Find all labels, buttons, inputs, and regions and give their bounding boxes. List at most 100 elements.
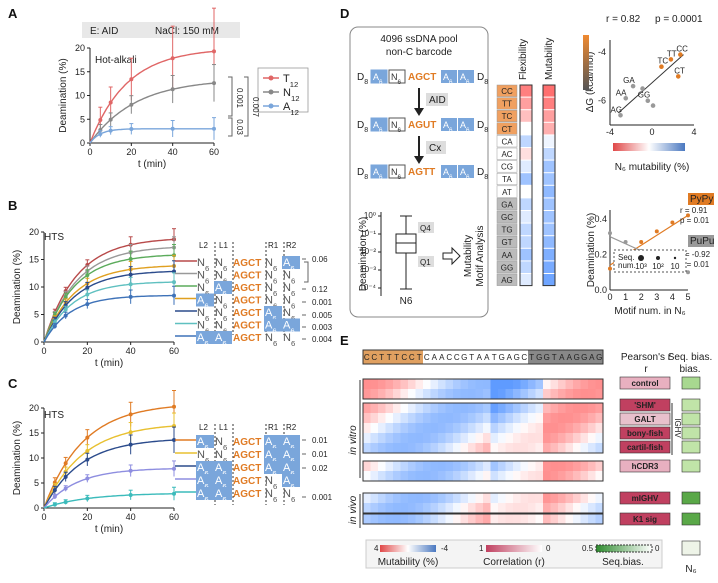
panel-d-scatter2-ytick: 0.2 [594,249,607,259]
panel-e-control-heat-cell [505,379,513,389]
panel-a-series-0-point [129,77,134,82]
panel-e-migHv-heat-cell [505,493,513,503]
panel-c-series-0-point [172,404,176,409]
panel-b-xtick-label: 20 [82,346,92,356]
panel-e-control-heat-cell [573,379,581,389]
panel-d-seq3-d8-right: D8 [477,167,488,181]
panel-d-flex-cell [520,148,532,160]
panel-e-migHv-heat-cell [370,503,378,513]
panel-e-ighv-heat-cell [363,443,371,453]
panel-c-row-a-box [282,448,300,461]
panel-e-hcdr3-heat-cell [468,461,476,471]
panel-d-seq1-d8-left: D8 [357,72,368,86]
panel-d-dinuc-label: CA [501,137,513,146]
panel-e-row-label-box [619,459,671,473]
panel-d-scatter1-ytick: -4 [598,47,606,57]
panel-e-ighv-heat-cell [438,433,446,443]
panel-e-control-heat-cell [430,379,438,389]
panel-b-row-token: N6 [283,307,295,323]
panel-b-row-token: N6 [215,295,227,311]
panel-d-seq3-block-label-right: A6 [460,167,470,181]
panel-d-dinuc-label: AT [502,188,512,197]
panel-d-mut-border [542,84,556,287]
panel-e-control-heat-cell [558,389,566,399]
panel-e-seq-letter: A [589,353,595,362]
panel-e-ighv-heat-cell [475,403,483,413]
panel-e-ighv-heat-cell [385,423,393,433]
panel-e-migHv-heat-cell [580,493,588,503]
panel-d-scatter1-point-label: GG [638,91,650,100]
panel-d-arrowhead-2 [414,156,424,164]
panel-e-ighv-heat-cell [378,443,386,453]
panel-c-row-token: N6 [265,475,277,491]
panel-b-row-token: N6 [283,270,295,286]
panel-e-control-heat-cell [370,389,378,399]
panel-c-region-label: R2 [286,423,297,432]
panel-e-control-heat-cell [438,379,446,389]
panel-b-series-5-point [128,282,133,287]
panel-e-hcdr3-heat-cell [363,471,371,481]
panel-e-seq-cell [528,350,536,364]
panel-b-series-5-point [172,280,176,285]
panel-e-control-heat-cell [565,379,573,389]
panel-c-pval: 0.01 [312,436,328,445]
panel-e-seq-legend-label: Seq.bias. [602,557,644,568]
panel-d-q4-label: Q4 [420,224,431,233]
panel-e-ighv-heat-cell [490,403,498,413]
panel-a-ytick-label: 5 [80,114,85,124]
panel-b-series-2-point [128,257,133,262]
panel-e-migHv-heat-cell [550,493,558,503]
panel-e-ighv-heat-cell [528,413,536,423]
panel-e-seq-letter: A [432,353,438,362]
panel-c-series-4-point [63,500,68,505]
panel-e-ighv-heat-cell [400,413,408,423]
panel-d-scatter2-legend-item: 10³ [635,262,647,271]
panel-e-seq-letter: C [454,353,460,362]
panel-e-k1-heat-cell [363,514,371,524]
core-agct: AGCT [233,258,261,269]
panel-e-control-heat-cell [378,379,386,389]
panel-e-migHv-heat-cell [528,503,536,513]
panel-e-control-heat-cell [385,379,393,389]
panel-d-scatter2-pupu-point [608,231,612,236]
panel-e-row-label-box [619,440,671,454]
panel-d-scatter1-point-label: TC [657,57,668,66]
panel-e-seq-cell [363,350,371,364]
panel-e-hcdr3-heat-cell [535,461,543,471]
panel-e-seq-cell [438,350,446,364]
panel-b-row-token: N6 [197,257,209,273]
panel-e-control-heat-cell [535,379,543,389]
panel-e-hcdr3-heat-cell [370,471,378,481]
panel-d-mut-cell [543,135,555,147]
panel-e-ighv-heat-cell [520,443,528,453]
panel-d-flex-cell [520,185,532,198]
panel-e-hcdr3-heat-cell [483,471,491,481]
panel-e-seq-cell [580,350,588,364]
panel-e-hcdr3-heat-cell [528,461,536,471]
panel-c-series-2-point [128,442,133,447]
panel-a-series-0-point [98,117,103,122]
panel-e-migHv-heat-cell [558,503,566,513]
panel-e-seq-cell [445,350,453,364]
panel-e-ighv-heat-cell [378,403,386,413]
panel-e-migHv-heat-cell [438,493,446,503]
panel-e-ighv-heat-cell [408,403,416,413]
panel-b-x-label: t (min) [95,358,123,369]
panel-d-arrow-label-1: Mutability [463,235,474,277]
panel-e-seq-letter: T [492,353,497,362]
panel-e-ighv-heat-cell [588,443,596,453]
panel-b-row-token: N6 [265,282,277,298]
panel-e-ighv-heat-cell [385,413,393,423]
panel-e-seq-letter: C [424,353,430,362]
panel-d-flex-cell [520,198,532,210]
panel-a-xtick-label: 40 [168,147,178,157]
panel-e-hcdr3-heat-cell [415,471,423,481]
panel-b-row-a-box [264,306,282,319]
panel-b-series-6-point [128,294,133,299]
panel-e-ighv-heat-cell [483,433,491,443]
panel-e-ighv-heat-cell [363,433,371,443]
panel-e-seq-letter: T [379,353,384,362]
panel-e-migHv-heat-cell [363,493,371,503]
panel-e-ighv-heat-cell [453,413,461,423]
core-agct: AGCT [233,308,261,319]
